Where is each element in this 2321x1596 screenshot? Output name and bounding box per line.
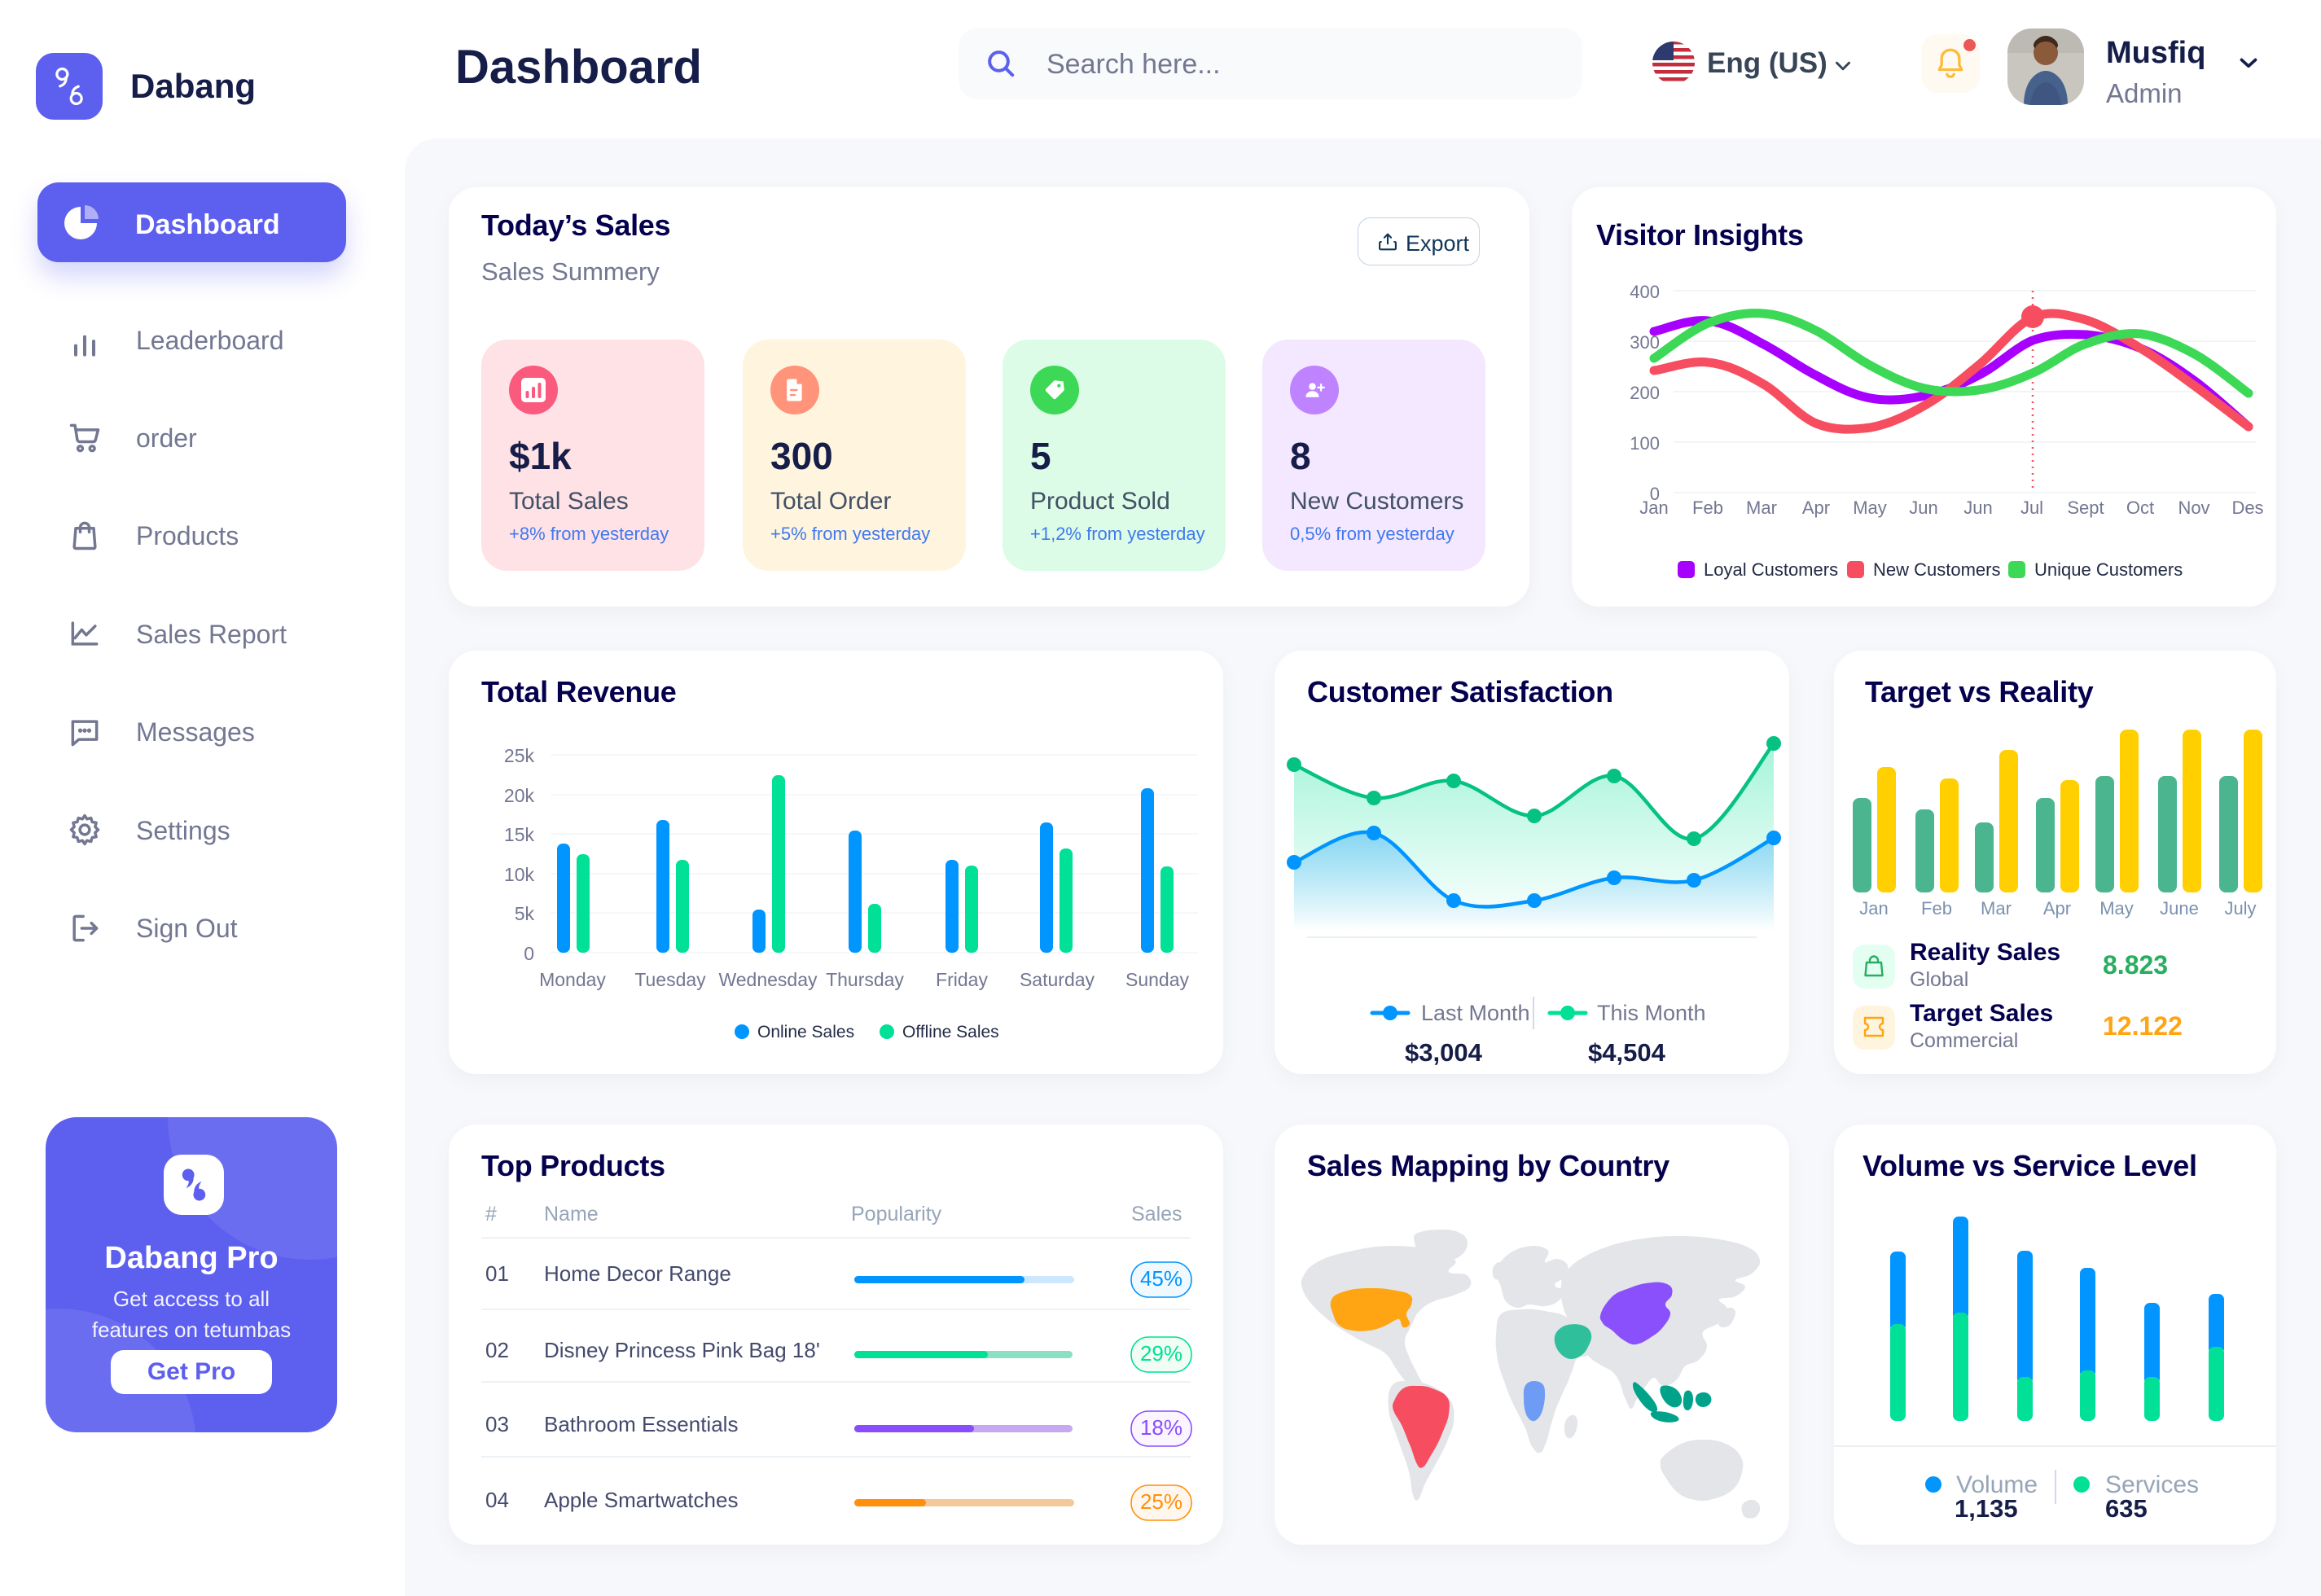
svg-text:Mar: Mar xyxy=(1981,898,2012,919)
svg-text:Tuesday: Tuesday xyxy=(634,969,706,990)
svg-text:45%: 45% xyxy=(1140,1266,1182,1291)
svg-text:May: May xyxy=(1853,498,1887,518)
svg-text:Popularity: Popularity xyxy=(851,1203,942,1226)
svg-text:02: 02 xyxy=(485,1338,509,1362)
svg-text:Sunday: Sunday xyxy=(1125,969,1190,990)
svg-text:New Customers: New Customers xyxy=(1873,559,2000,580)
svg-text:$4,504: $4,504 xyxy=(1588,1038,1666,1067)
svg-text:1,135: 1,135 xyxy=(1955,1494,2018,1523)
svg-text:Target Sales: Target Sales xyxy=(1910,1000,2053,1027)
svg-text:Feb: Feb xyxy=(1921,898,1952,919)
svg-text:May: May xyxy=(2099,898,2134,919)
svg-text:12.122: 12.122 xyxy=(2103,1011,2183,1041)
svg-text:Jul: Jul xyxy=(2020,498,2043,518)
svg-text:Friday: Friday xyxy=(936,969,988,990)
svg-text:0: 0 xyxy=(1650,484,1660,504)
svg-text:Disney Princess Pink Bag 18': Disney Princess Pink Bag 18' xyxy=(544,1338,820,1362)
svg-text:Saturday: Saturday xyxy=(1020,969,1095,990)
svg-text:$3,004: $3,004 xyxy=(1405,1038,1483,1067)
svg-text:Reality Sales: Reality Sales xyxy=(1910,939,2060,966)
svg-text:Volume: Volume xyxy=(1956,1471,2038,1498)
svg-text:25k: 25k xyxy=(504,745,535,766)
svg-text:15k: 15k xyxy=(504,824,535,845)
svg-text:Apr: Apr xyxy=(2043,898,2071,919)
svg-text:8.823: 8.823 xyxy=(2103,950,2168,980)
svg-text:June: June xyxy=(2160,898,2199,919)
svg-text:18%: 18% xyxy=(1140,1415,1182,1440)
svg-text:Sept: Sept xyxy=(2067,498,2104,518)
svg-text:#: # xyxy=(485,1203,497,1226)
svg-text:03: 03 xyxy=(485,1412,509,1436)
svg-text:Name: Name xyxy=(544,1203,599,1226)
svg-text:Unique Customers: Unique Customers xyxy=(2034,559,2183,580)
svg-text:25%: 25% xyxy=(1140,1489,1182,1514)
svg-text:This Month: This Month xyxy=(1597,1001,1706,1025)
svg-text:29%: 29% xyxy=(1140,1341,1182,1366)
svg-text:Jun: Jun xyxy=(1963,498,1992,518)
svg-text:Wednesday: Wednesday xyxy=(718,969,818,990)
svg-text:Monday: Monday xyxy=(539,969,606,990)
svg-text:Des: Des xyxy=(2231,498,2263,518)
svg-text:Nov: Nov xyxy=(2178,498,2209,518)
svg-text:100: 100 xyxy=(1630,433,1660,454)
svg-text:Feb: Feb xyxy=(1692,498,1723,518)
svg-text:10k: 10k xyxy=(504,864,535,885)
svg-text:Offline Sales: Offline Sales xyxy=(902,1023,999,1041)
svg-text:04: 04 xyxy=(485,1488,509,1512)
svg-text:Jan: Jan xyxy=(1639,498,1668,518)
svg-text:Bathroom Essentials: Bathroom Essentials xyxy=(544,1412,738,1436)
svg-text:Commercial: Commercial xyxy=(1910,1029,2018,1052)
svg-text:Jun: Jun xyxy=(1909,498,1937,518)
svg-text:Global: Global xyxy=(1910,968,1968,991)
svg-text:Home Decor Range: Home Decor Range xyxy=(544,1261,731,1286)
svg-text:Apple Smartwatches: Apple Smartwatches xyxy=(544,1488,738,1512)
svg-text:Last Month: Last Month xyxy=(1421,1001,1530,1025)
svg-text:Services: Services xyxy=(2105,1471,2199,1498)
svg-text:400: 400 xyxy=(1630,282,1660,302)
svg-text:5k: 5k xyxy=(515,903,535,924)
svg-text:Mar: Mar xyxy=(1746,498,1777,518)
svg-text:01: 01 xyxy=(485,1261,509,1286)
svg-text:Thursday: Thursday xyxy=(826,969,904,990)
svg-text:Apr: Apr xyxy=(1802,498,1830,518)
svg-text:200: 200 xyxy=(1630,383,1660,403)
svg-text:Loyal Customers: Loyal Customers xyxy=(1704,559,1838,580)
svg-text:0: 0 xyxy=(524,943,534,964)
svg-text:Sales: Sales xyxy=(1131,1203,1182,1226)
svg-text:Jan: Jan xyxy=(1859,898,1888,919)
svg-text:Online Sales: Online Sales xyxy=(757,1023,854,1041)
svg-text:635: 635 xyxy=(2105,1494,2148,1523)
svg-text:July: July xyxy=(2224,898,2256,919)
svg-text:Oct: Oct xyxy=(2126,498,2154,518)
svg-text:20k: 20k xyxy=(504,785,535,806)
